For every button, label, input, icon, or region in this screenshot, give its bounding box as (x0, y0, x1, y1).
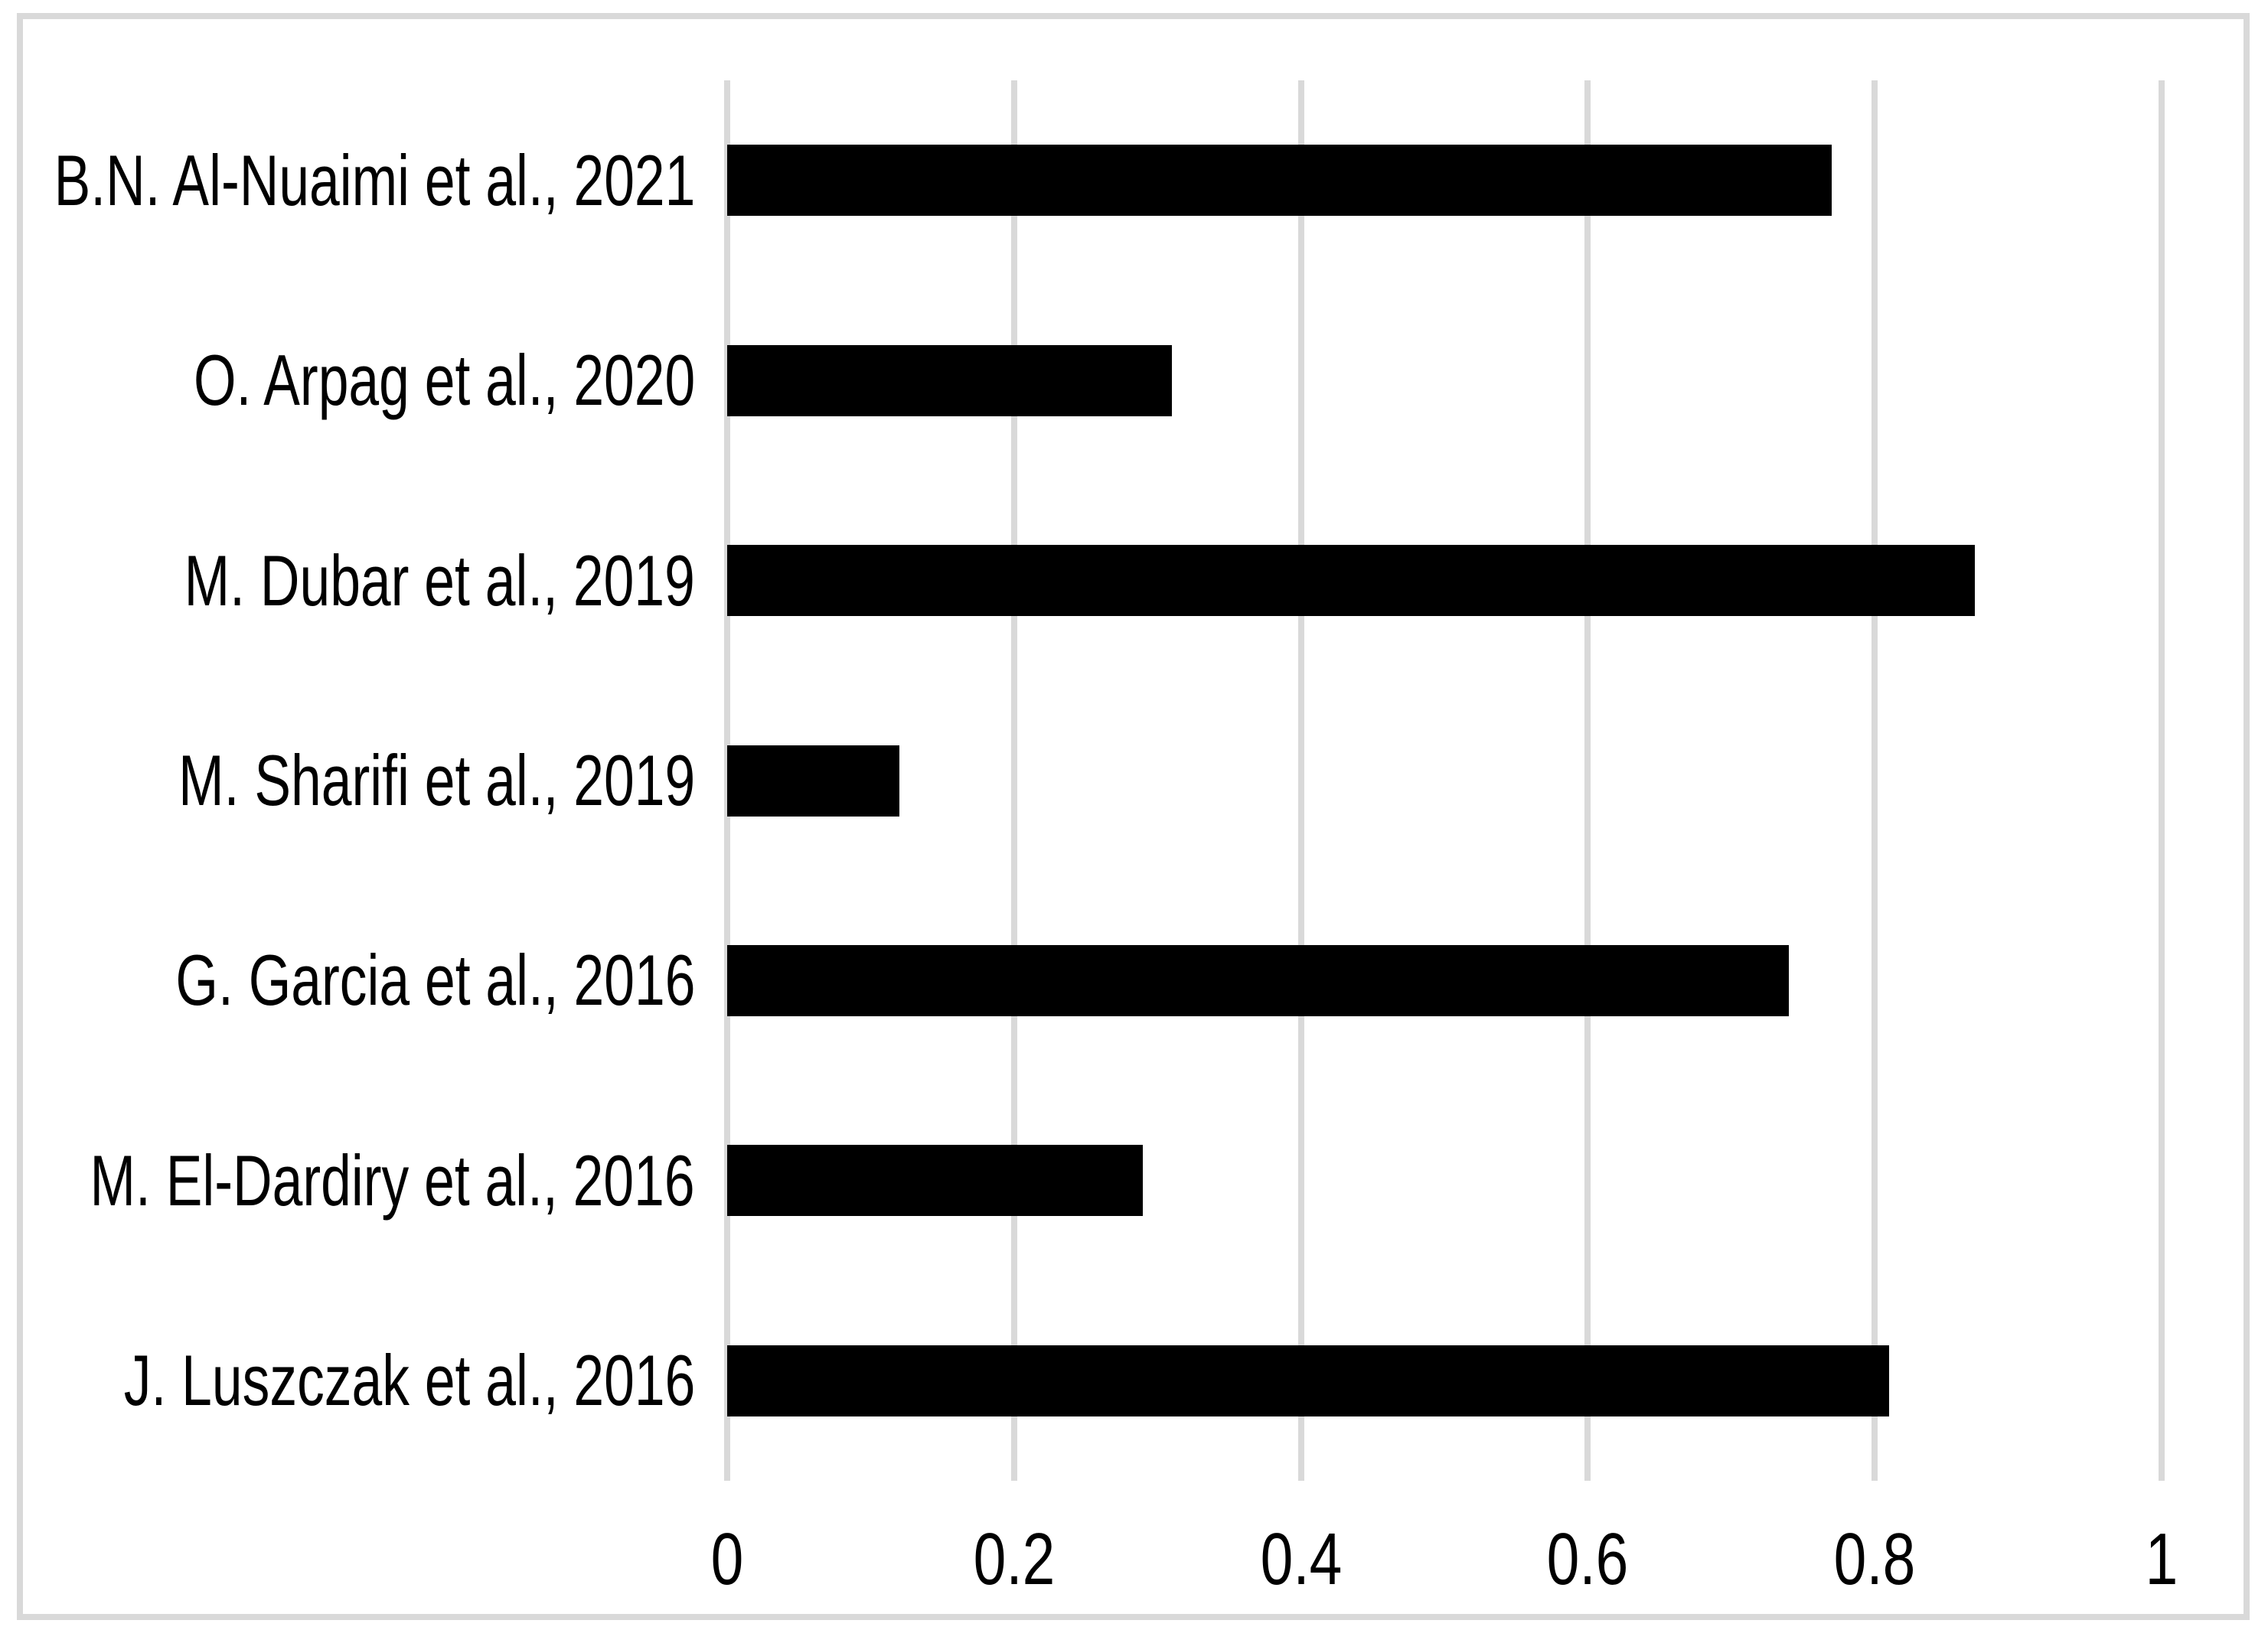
category-row-2: M. Dubar et al., 2019 (23, 481, 695, 680)
category-label: G. Garcia et al., 2016 (175, 940, 695, 1021)
x-tick-label: 0.6 (1547, 1518, 1629, 1600)
category-row-6: J. Luszczak et al., 2016 (23, 1281, 695, 1481)
gridline-x-1 (2159, 80, 2165, 1481)
x-tick-label: 0.4 (1260, 1518, 1342, 1600)
bar-1 (727, 344, 1172, 416)
gridline-x-0.8 (1872, 80, 1878, 1481)
category-label: B.N. Al-Nuaimi et al., 2021 (54, 139, 695, 220)
category-label: M. Sharifi et al., 2019 (178, 739, 695, 820)
category-label: J. Luszczak et al., 2016 (123, 1340, 695, 1421)
figure-border-frame (17, 13, 2250, 1620)
gridline-x-0.4 (1297, 80, 1304, 1481)
bar-2 (727, 545, 1976, 617)
category-label: M. El-Dardiry et al., 2016 (90, 1139, 695, 1221)
x-tick-label: 0 (710, 1518, 744, 1600)
plot-area (724, 80, 2165, 1481)
category-row-5: M. El-Dardiry et al., 2016 (23, 1081, 695, 1280)
x-tick-label: 0.8 (1833, 1518, 1916, 1600)
category-label: O. Arpag et al., 2020 (193, 340, 695, 421)
category-row-0: B.N. Al-Nuaimi et al., 2021 (23, 80, 695, 280)
gridline-x-0.6 (1584, 80, 1591, 1481)
bar-5 (727, 1145, 1144, 1217)
bar-6 (727, 1345, 1889, 1416)
x-tick-label: 1 (2145, 1518, 2178, 1600)
bar-4 (727, 944, 1789, 1016)
category-row-3: M. Sharifi et al., 2019 (23, 680, 695, 880)
gridline-x-0.2 (1010, 80, 1017, 1481)
x-tick-label: 0.2 (973, 1518, 1056, 1600)
x-axis-tick-labels: 0 0.2 0.4 0.6 0.8 1 (0, 1523, 2268, 1622)
category-row-1: O. Arpag et al., 2020 (23, 280, 695, 480)
category-label: M. Dubar et al., 2019 (184, 540, 695, 621)
bar-3 (727, 745, 899, 817)
bar-0 (727, 145, 1832, 217)
category-axis-labels: B.N. Al-Nuaimi et al., 2021 O. Arpag et a… (23, 80, 695, 1481)
category-row-4: G. Garcia et al., 2016 (23, 881, 695, 1081)
